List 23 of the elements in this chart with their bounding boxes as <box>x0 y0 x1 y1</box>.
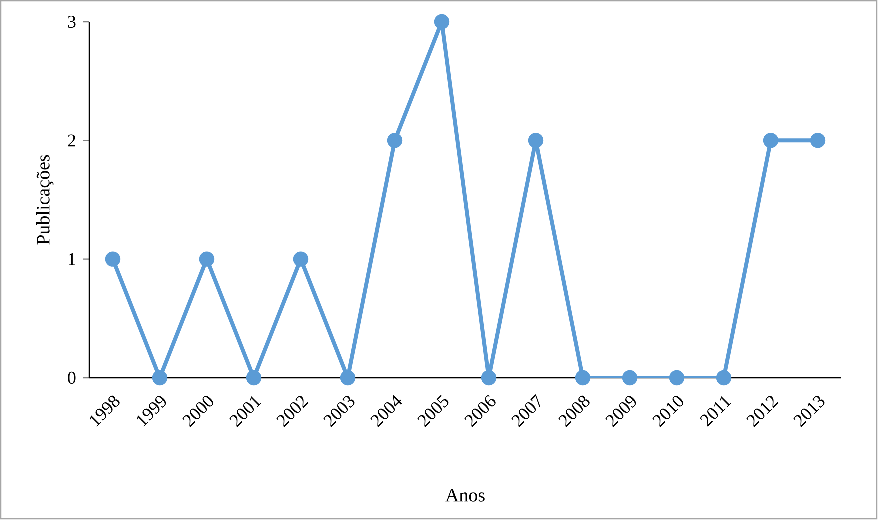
point <box>763 133 779 148</box>
point <box>293 252 309 267</box>
point <box>434 14 450 30</box>
point <box>387 133 403 148</box>
y-tick-label: 3 <box>68 16 76 28</box>
y-tick-label: 1 <box>69 253 76 266</box>
x-axis-title: Anos <box>446 489 485 502</box>
point <box>246 370 262 386</box>
point <box>105 252 121 267</box>
y-tick-label: 2 <box>68 134 76 147</box>
point <box>810 133 826 148</box>
y-tick-label: 0 <box>68 372 76 384</box>
point <box>716 370 732 386</box>
point <box>481 370 497 386</box>
point <box>575 370 591 386</box>
point <box>199 252 215 267</box>
x-tick-label: 2011 <box>700 396 732 427</box>
y-axis-title: Publicações <box>36 155 54 245</box>
point <box>528 133 544 148</box>
point <box>340 370 356 386</box>
point <box>622 370 638 386</box>
point <box>669 370 685 386</box>
point <box>152 370 168 386</box>
